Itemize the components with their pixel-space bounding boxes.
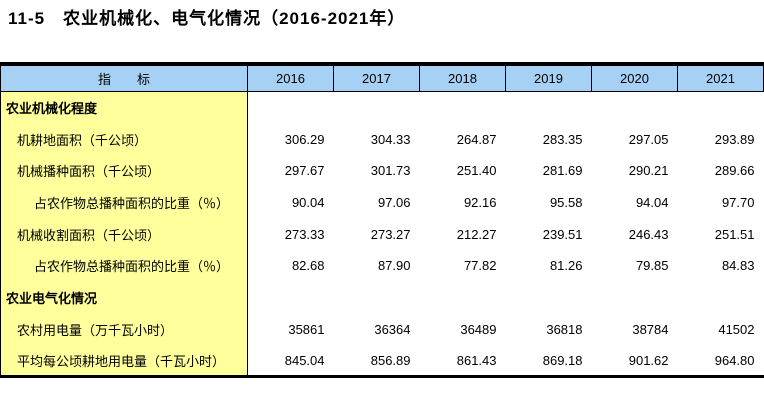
value-cell: 290.21 [591,154,678,187]
value-cell: 81.26 [505,249,592,282]
value-cell [247,91,334,124]
value-cell: 38784 [591,313,678,345]
value-cell: 35861 [247,313,334,345]
value-cell: 239.51 [505,218,592,250]
value-cell: 36818 [505,313,592,345]
page-title: 11-5 农业机械化、电气化情况（2016-2021年） [8,9,406,28]
indicator-label: 农业电气化情况 [0,281,248,314]
table-row: 机械播种面积（千公顷） 297.67 301.73 251.40 281.69 290.2… [0,154,764,187]
value-cell: 293.89 [677,123,764,155]
value-cell: 301.73 [333,154,420,187]
table-row: 机耕地面积（千公顷） 306.29 304.33 264.87 283.35 297.05… [0,123,764,155]
value-cell: 97.06 [333,186,420,219]
value-cell: 306.29 [247,123,334,155]
value-cell [505,91,592,124]
value-cell [677,91,764,124]
value-cell: 964.80 [677,345,764,377]
value-cell: 845.04 [247,345,334,377]
value-cell [247,281,334,314]
column-header-year: 2016 [247,64,334,92]
value-cell: 861.43 [419,345,506,377]
value-cell: 36364 [333,313,420,345]
value-cell: 82.68 [247,249,334,282]
value-cell: 304.33 [333,123,420,155]
value-cell [419,91,506,124]
indicator-label: 平均每公顷耕地用电量（千瓦小时） [0,345,248,377]
column-header-year: 2020 [591,64,678,92]
value-cell: 289.66 [677,154,764,187]
indicator-label: 农业机械化程度 [0,91,248,124]
value-cell: 901.62 [591,345,678,377]
value-cell: 97.70 [677,186,764,219]
value-cell: 869.18 [505,345,592,377]
value-cell: 856.89 [333,345,420,377]
value-cell: 264.87 [419,123,506,155]
table-body: 农业机械化程度 机耕地面积（千公顷） 306.29 304.33 264.87 283.3… [0,91,764,377]
value-cell: 92.16 [419,186,506,219]
value-cell: 41502 [677,313,764,345]
section-row: 农业机械化程度 [0,91,764,124]
value-cell [333,91,420,124]
value-cell: 281.69 [505,154,592,187]
section-row: 农业电气化情况 [0,281,764,314]
value-cell [591,91,678,124]
indicator-label: 占农作物总播种面积的比重（％） [0,249,248,282]
value-cell [677,281,764,314]
value-cell: 90.04 [247,186,334,219]
value-cell: 87.90 [333,249,420,282]
table-row: 农村用电量（万千瓦小时） 35861 36364 36489 36818 38784 415… [0,313,764,345]
value-cell: 95.58 [505,186,592,219]
column-header-year: 2021 [677,64,764,92]
header-row: 指 标 2016 2017 2018 2019 2020 2021 [0,64,764,92]
value-cell: 84.83 [677,249,764,282]
table-row: 平均每公顷耕地用电量（千瓦小时） 845.04 856.89 861.43 869.18… [0,345,764,377]
value-cell [591,281,678,314]
column-header-year: 2017 [333,64,420,92]
value-cell: 94.04 [591,186,678,219]
value-cell [333,281,420,314]
table-row: 机械收割面积（千公顷） 273.33 273.27 212.27 239.51 246.4… [0,218,764,250]
indicator-label: 机械收割面积（千公顷） [0,218,248,250]
indicator-label: 占农作物总播种面积的比重（％） [0,186,248,219]
value-cell: 297.05 [591,123,678,155]
column-header-year: 2018 [419,64,506,92]
value-cell [505,281,592,314]
value-cell: 212.27 [419,218,506,250]
value-cell: 283.35 [505,123,592,155]
data-table: 指 标 2016 2017 2018 2019 2020 2021 农业机械化程度 机耕地面… [0,62,764,379]
indicator-label: 机耕地面积（千公顷） [0,123,248,155]
value-cell: 79.85 [591,249,678,282]
value-cell: 297.67 [247,154,334,187]
value-cell: 77.82 [419,249,506,282]
indicator-label: 机械播种面积（千公顷） [0,154,248,187]
table-row: 占农作物总播种面积的比重（％） 90.04 97.06 92.16 95.58 94.04… [0,186,764,219]
value-cell: 251.51 [677,218,764,250]
value-cell: 36489 [419,313,506,345]
table-row: 占农作物总播种面积的比重（％） 82.68 87.90 77.82 81.26 79.85… [0,249,764,282]
column-header-year: 2019 [505,64,592,92]
indicator-label: 农村用电量（万千瓦小时） [0,313,248,345]
value-cell: 251.40 [419,154,506,187]
value-cell: 246.43 [591,218,678,250]
value-cell: 273.27 [333,218,420,250]
value-cell: 273.33 [247,218,334,250]
column-header-indicator: 指 标 [0,64,248,92]
value-cell [419,281,506,314]
